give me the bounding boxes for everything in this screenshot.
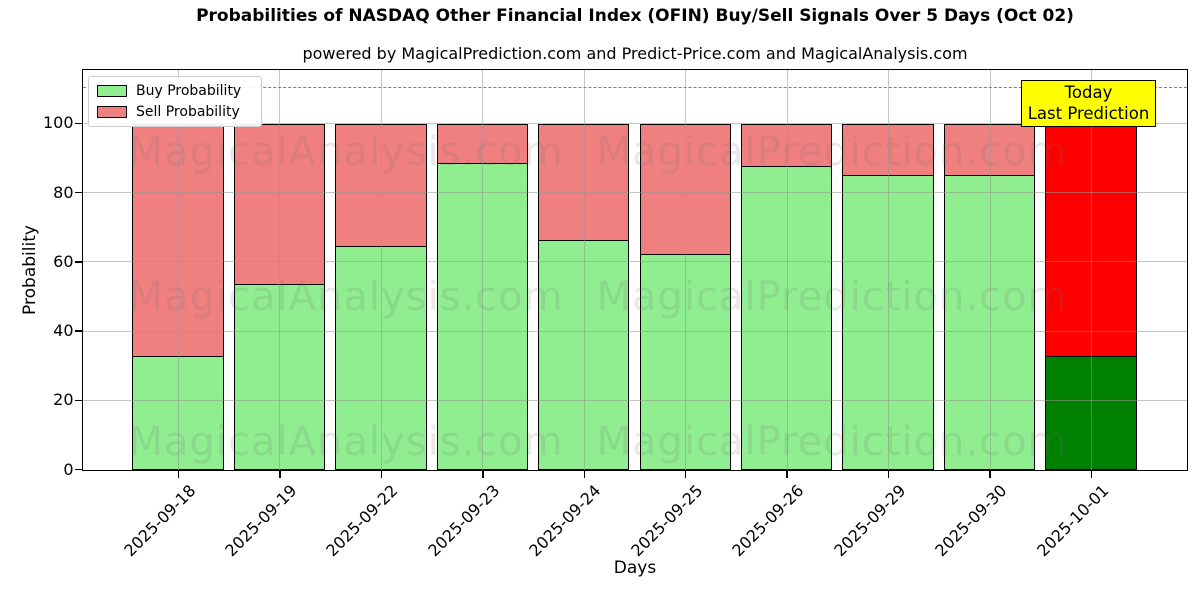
y-tick-label: 20 <box>53 390 74 410</box>
bar-segment-buy-2025-09-19 <box>233 283 326 470</box>
watermark-text-left: MagicalAnalysis.com <box>128 418 564 465</box>
watermark-text-left: MagicalAnalysis.com <box>128 128 564 175</box>
watermark-text-right: MagicalPrediction.com <box>596 128 1068 175</box>
watermark-text-left: MagicalAnalysis.com <box>128 273 564 320</box>
gridline-y-20 <box>83 399 1187 401</box>
x-tick-mark <box>380 471 383 478</box>
legend: Buy Probability Sell Probability <box>88 76 262 127</box>
x-tick-mark <box>989 471 991 478</box>
watermark-text-right: MagicalPrediction.com <box>596 273 1068 320</box>
legend-label-buy: Buy Probability <box>136 83 242 99</box>
chart-title: Probabilities of NASDAQ Other Financial … <box>196 6 1074 26</box>
x-tick-mark <box>887 471 890 478</box>
bars-layer <box>83 70 1187 470</box>
x-tick-mark <box>1090 471 1093 478</box>
sell-probability-swatch-icon <box>97 106 127 118</box>
x-tick-mark <box>684 471 687 478</box>
gridline-y-60 <box>83 261 1187 263</box>
x-tick-label-text: 2025-09-26 <box>728 480 808 560</box>
gridline-x-2025-10-01 <box>1091 70 1092 470</box>
bar-segment-sell-2025-09-18 <box>132 123 224 358</box>
x-tick-label-text: 2025-09-18 <box>119 480 199 560</box>
bar-segment-buy-2025-09-24 <box>538 239 630 470</box>
y-tick-label: 40 <box>53 321 74 341</box>
gridline-x-2025-09-23 <box>482 70 484 470</box>
x-tick-label-text: 2025-10-01 <box>1032 480 1112 560</box>
x-axis-label: Days <box>613 558 657 578</box>
x-tick-label-text: 2025-09-25 <box>626 480 707 560</box>
watermark-layer: MagicalAnalysis.com MagicalPrediction.com… <box>83 70 1187 470</box>
plot-area: Buy Probability Sell Probability Today L… <box>82 69 1188 471</box>
grid-layer <box>83 70 1187 470</box>
bar-segment-sell-2025-09-25 <box>639 123 731 256</box>
legend-item-buy: Buy Probability <box>97 83 253 99</box>
today-annotation-box: Today Last Prediction <box>1021 80 1156 127</box>
bar-segment-buy-2025-09-25 <box>639 253 731 470</box>
bar-segment-buy-2025-09-23 <box>436 162 528 470</box>
bar-segment-buy-2025-09-22 <box>335 245 427 470</box>
gridline-y-40 <box>83 330 1187 332</box>
bar-segment-buy-2025-09-18 <box>132 355 224 470</box>
y-axis-label: Probability <box>20 225 40 315</box>
bar-segment-buy-2025-10-01 <box>1045 355 1137 470</box>
buy-probability-swatch-icon <box>97 85 127 97</box>
x-tick-label-text: 2025-09-30 <box>931 480 1011 560</box>
today-annotation-line2: Last Prediction <box>1027 104 1150 123</box>
x-tick-mark <box>786 471 788 478</box>
bar-segment-sell-2025-09-23 <box>436 123 528 164</box>
x-tick-label-text: 2025-09-24 <box>525 480 605 560</box>
bar-segment-sell-2025-10-01 <box>1045 123 1137 358</box>
gridline-x-2025-09-29 <box>888 70 890 470</box>
threshold-dashed-line <box>83 87 1187 89</box>
gridline-x-2025-09-22 <box>380 70 382 470</box>
x-tick-label-text: 2025-09-22 <box>322 480 402 560</box>
bar-segment-sell-2025-09-30 <box>943 123 1036 176</box>
gridline-x-2025-09-19 <box>279 70 281 470</box>
x-tick-label-text: 2025-09-29 <box>829 480 910 560</box>
bar-segment-buy-2025-09-30 <box>943 174 1036 470</box>
bar-segment-buy-2025-09-26 <box>741 165 833 470</box>
gridline-x-2025-09-30 <box>989 70 991 470</box>
bar-segment-sell-2025-09-22 <box>335 123 427 247</box>
x-tick-mark <box>279 471 281 478</box>
gridline-x-2025-09-18 <box>178 70 179 470</box>
legend-label-sell: Sell Probability <box>136 104 240 120</box>
gridline-y-80 <box>83 192 1187 194</box>
bar-segment-sell-2025-09-26 <box>741 123 833 167</box>
gridline-x-2025-09-25 <box>685 70 687 470</box>
legend-item-sell: Sell Probability <box>97 104 253 120</box>
gridline-x-2025-09-26 <box>786 70 788 470</box>
chart-subtitle: powered by MagicalPrediction.com and Pre… <box>302 44 968 63</box>
x-tick-label-text: 2025-09-23 <box>424 480 504 560</box>
gridline-x-2025-09-24 <box>583 70 585 470</box>
watermark-text-right: MagicalPrediction.com <box>596 418 1068 465</box>
x-tick-mark <box>482 471 484 478</box>
y-tick-label: 80 <box>53 182 74 202</box>
bar-segment-sell-2025-09-24 <box>538 123 630 242</box>
bar-segment-sell-2025-09-19 <box>233 123 326 285</box>
x-tick-label-text: 2025-09-19 <box>221 480 301 560</box>
bar-segment-buy-2025-09-29 <box>842 174 934 470</box>
x-tick-mark <box>583 471 586 478</box>
y-tick-label: 100 <box>42 113 74 133</box>
y-tick-label: 0 <box>63 459 74 479</box>
bar-segment-sell-2025-09-29 <box>842 123 934 176</box>
x-tick-mark <box>177 471 180 478</box>
today-annotation-line1: Today <box>1064 83 1113 102</box>
